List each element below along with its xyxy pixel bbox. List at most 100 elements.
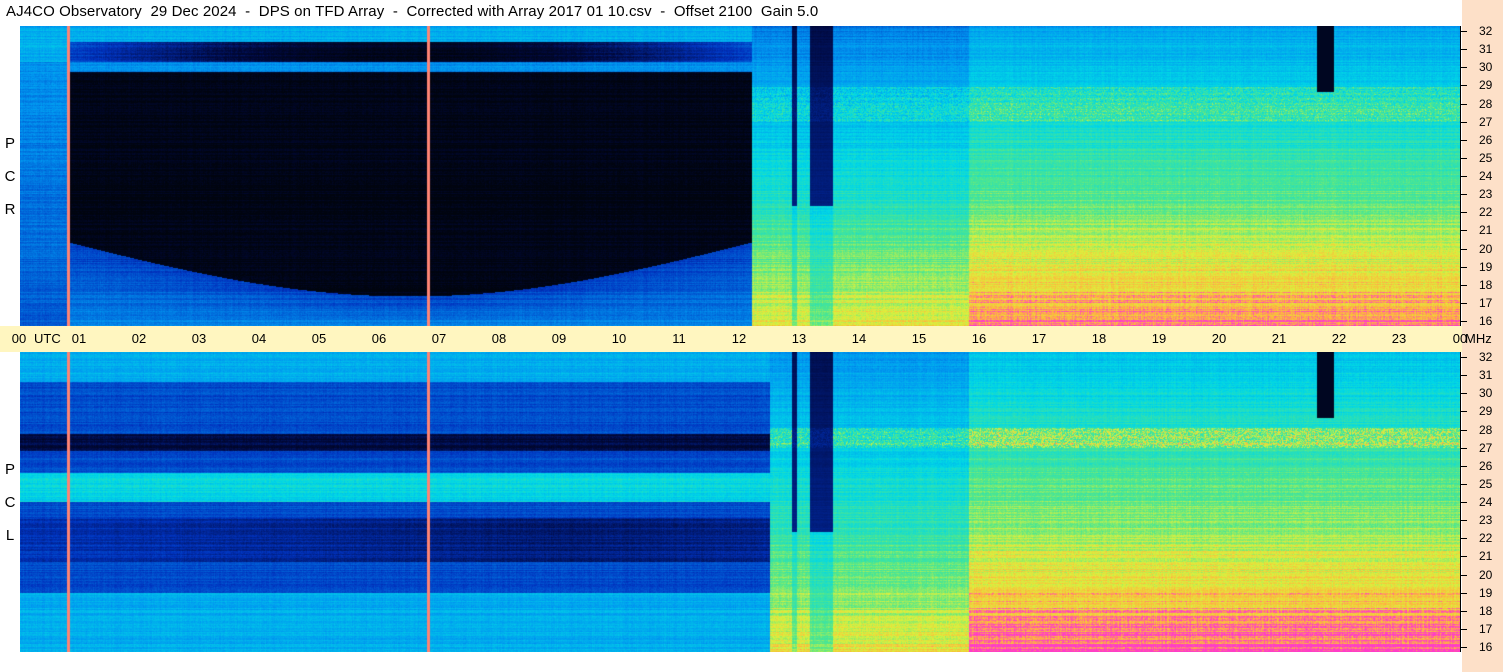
lcp-spectrogram bbox=[20, 352, 1460, 652]
freq-tick-mark bbox=[1460, 411, 1467, 413]
time-tick-15: 15 bbox=[911, 331, 927, 346]
freq-tick-mark bbox=[1460, 67, 1467, 69]
freq-label-31: 31 bbox=[1479, 368, 1493, 383]
freq-tick-mark bbox=[1460, 31, 1467, 32]
freq-tick-mark bbox=[1460, 194, 1467, 196]
frequency-axis-strip bbox=[1462, 0, 1503, 672]
freq-tick-mark bbox=[1460, 574, 1467, 576]
freq-label-27: 27 bbox=[1479, 440, 1493, 455]
freq-tick-mark bbox=[1460, 85, 1467, 87]
time-tick-07: 07 bbox=[431, 331, 447, 346]
freq-tick-mark bbox=[1460, 248, 1467, 250]
freq-label-26: 26 bbox=[1479, 458, 1493, 473]
freq-label-28: 28 bbox=[1479, 422, 1493, 437]
freq-label-20: 20 bbox=[1479, 241, 1493, 256]
rcp-label: P C R bbox=[0, 130, 20, 230]
rcp-letter-c: C bbox=[4, 168, 16, 185]
freq-label-17: 17 bbox=[1479, 295, 1493, 310]
freq-label-25: 25 bbox=[1479, 476, 1493, 491]
time-tick-13: 13 bbox=[791, 331, 807, 346]
time-tick-01: 01 bbox=[71, 331, 87, 346]
chart-title: AJ4CO Observatory 29 Dec 2024 - DPS on T… bbox=[6, 3, 819, 20]
freq-tick-mark bbox=[1460, 375, 1467, 377]
rcp-letter-r: R bbox=[4, 201, 16, 218]
time-tick-10: 10 bbox=[611, 331, 627, 346]
rcp-letter-p: P bbox=[4, 135, 15, 152]
freq-label-22: 22 bbox=[1479, 205, 1493, 220]
freq-tick-mark bbox=[1460, 610, 1467, 612]
freq-tick-mark bbox=[1460, 647, 1467, 648]
freq-label-26: 26 bbox=[1479, 132, 1493, 147]
rcp-spectrogram bbox=[20, 26, 1460, 326]
freq-label-19: 19 bbox=[1479, 585, 1493, 600]
freq-axis-bottom: 32 31 30 29 28 27 26 25 24 23 22 21 20 19 18 17 16 bbox=[1460, 350, 1503, 654]
freq-tick-mark bbox=[1460, 121, 1467, 123]
freq-tick-mark bbox=[1460, 266, 1467, 268]
freq-label-30: 30 bbox=[1479, 60, 1493, 75]
time-tick-21: 21 bbox=[1271, 331, 1287, 346]
freq-label-27: 27 bbox=[1479, 114, 1493, 129]
time-tick-23: 23 bbox=[1391, 331, 1407, 346]
time-tick-05: 05 bbox=[311, 331, 327, 346]
freq-label-19: 19 bbox=[1479, 259, 1493, 274]
freq-tick-mark bbox=[1460, 139, 1467, 141]
freq-tick-mark bbox=[1460, 465, 1467, 467]
freq-label-29: 29 bbox=[1479, 404, 1493, 419]
freq-tick-mark bbox=[1460, 230, 1467, 232]
freq-label-32: 32 bbox=[1479, 350, 1493, 364]
time-axis: 00 UTC 01 02 03 04 05 06 07 08 09 10 11 12 13 14 15 16 1… bbox=[0, 326, 1492, 352]
freq-label-23: 23 bbox=[1479, 187, 1493, 202]
freq-label-31: 31 bbox=[1479, 42, 1493, 57]
mhz-label: MHz bbox=[1465, 331, 1492, 346]
time-tick-06: 06 bbox=[371, 331, 387, 346]
freq-label-18: 18 bbox=[1479, 277, 1493, 292]
freq-label-24: 24 bbox=[1479, 495, 1493, 509]
time-tick-11: 11 bbox=[672, 331, 686, 346]
time-tick-22: 22 bbox=[1331, 331, 1347, 346]
freq-label-18: 18 bbox=[1479, 603, 1493, 618]
time-tick-end: 00 bbox=[1452, 331, 1468, 346]
freq-label-16: 16 bbox=[1479, 640, 1493, 654]
freq-tick-mark bbox=[1460, 502, 1467, 503]
freq-tick-mark bbox=[1460, 520, 1467, 522]
time-tick-16: 16 bbox=[971, 331, 987, 346]
freq-tick-mark bbox=[1460, 357, 1467, 358]
time-tick-20: 20 bbox=[1211, 331, 1227, 346]
freq-label-20: 20 bbox=[1479, 567, 1493, 582]
freq-label-32: 32 bbox=[1479, 24, 1493, 38]
freq-tick-mark bbox=[1460, 284, 1467, 286]
utc-label: UTC bbox=[34, 331, 61, 346]
time-tick-03: 03 bbox=[191, 331, 207, 346]
freq-tick-mark bbox=[1460, 628, 1467, 630]
freq-label-21: 21 bbox=[1479, 549, 1493, 564]
freq-tick-mark bbox=[1460, 302, 1467, 304]
freq-label-29: 29 bbox=[1479, 78, 1493, 93]
lcp-letter-c: C bbox=[4, 494, 16, 511]
time-tick-09: 09 bbox=[551, 331, 567, 346]
freq-tick-mark bbox=[1460, 49, 1467, 51]
freq-tick-mark bbox=[1460, 483, 1467, 485]
freq-tick-mark bbox=[1460, 212, 1467, 214]
freq-tick-mark bbox=[1460, 321, 1467, 322]
lcp-label: P C L bbox=[0, 456, 20, 556]
freq-tick-mark bbox=[1460, 592, 1467, 594]
time-tick-02: 02 bbox=[131, 331, 147, 346]
time-tick-19: 19 bbox=[1151, 331, 1167, 346]
freq-label-16: 16 bbox=[1479, 314, 1493, 328]
freq-label-24: 24 bbox=[1479, 169, 1493, 183]
freq-label-22: 22 bbox=[1479, 531, 1493, 546]
lcp-letter-p: P bbox=[4, 461, 15, 478]
freq-tick-mark bbox=[1460, 157, 1467, 159]
freq-label-28: 28 bbox=[1479, 96, 1493, 111]
freq-label-17: 17 bbox=[1479, 621, 1493, 636]
freq-tick-mark bbox=[1460, 429, 1467, 431]
freq-tick-mark bbox=[1460, 556, 1467, 558]
freq-tick-mark bbox=[1460, 393, 1467, 395]
freq-label-25: 25 bbox=[1479, 150, 1493, 165]
freq-tick-mark bbox=[1460, 447, 1467, 449]
lcp-letter-l: L bbox=[5, 527, 15, 544]
freq-tick-mark bbox=[1460, 176, 1467, 177]
time-tick-04: 04 bbox=[251, 331, 267, 346]
freq-axis-top: 32 31 30 29 28 27 26 25 24 23 22 21 20 19 18 17 16 bbox=[1460, 24, 1503, 328]
freq-tick-mark bbox=[1460, 538, 1467, 540]
